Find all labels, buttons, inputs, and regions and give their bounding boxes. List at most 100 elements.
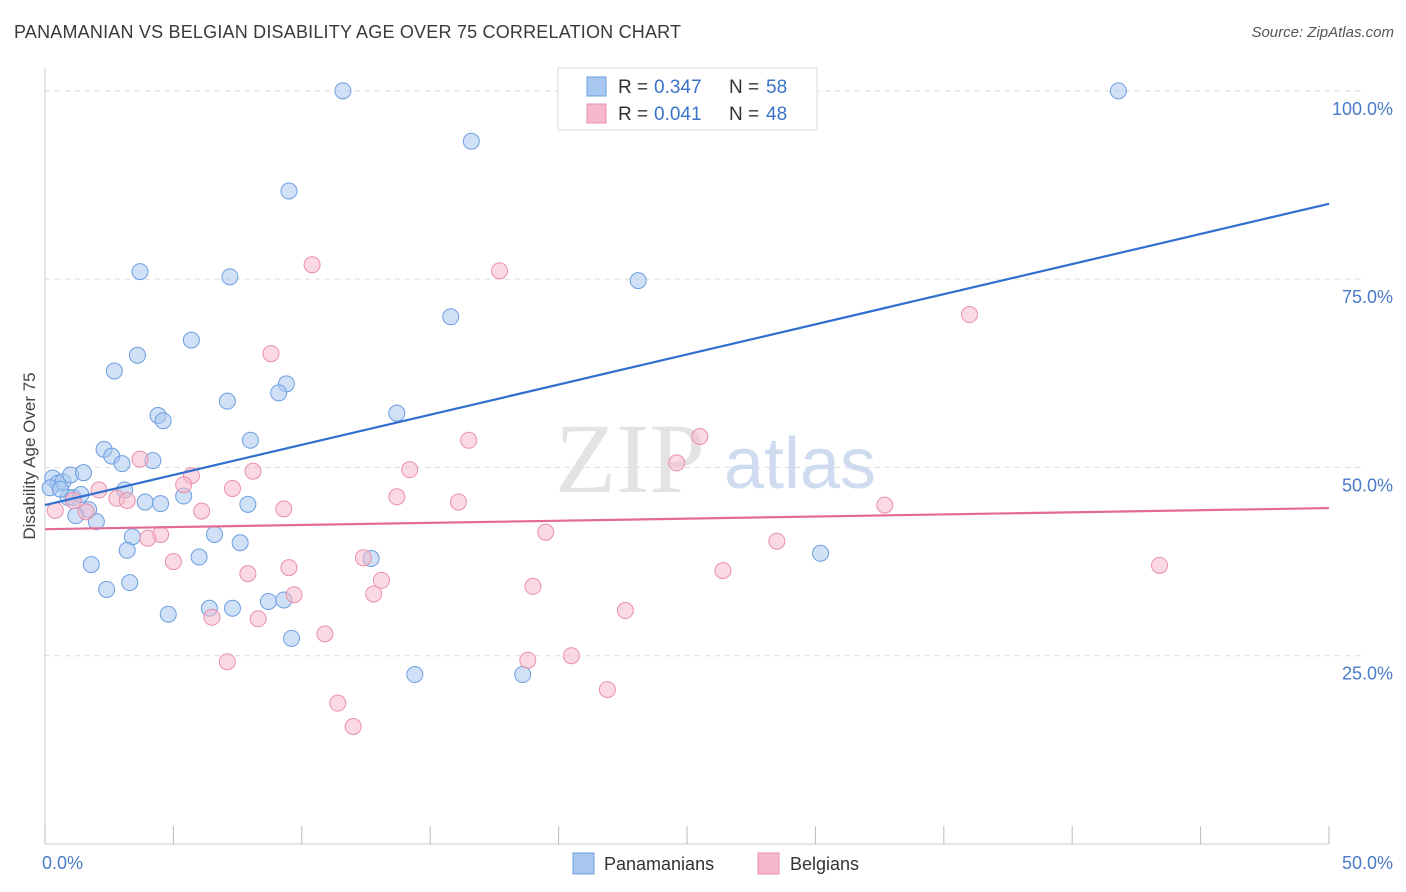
point-panamanians <box>280 182 298 200</box>
point-belgians <box>524 577 542 595</box>
point-belgians <box>768 532 786 550</box>
point-belgians <box>960 306 978 324</box>
point-panamanians <box>231 534 249 552</box>
point-panamanians <box>270 384 288 402</box>
y-tick-label: 75.0% <box>1342 287 1393 307</box>
point-belgians <box>249 610 267 628</box>
point-belgians <box>876 496 894 514</box>
point-belgians <box>388 488 406 506</box>
point-belgians <box>131 450 149 468</box>
tick-labels: 25.0% 50.0% 75.0% 100.0% 0.0% 50.0% <box>42 99 1393 873</box>
legend-swatch-panamanians <box>586 76 607 97</box>
y-axis-label: Disability Age Over 75 <box>20 372 39 539</box>
point-panamanians <box>812 544 830 562</box>
trend-lines <box>44 202 1330 531</box>
data-points <box>41 82 1169 736</box>
point-panamanians <box>182 331 200 349</box>
point-belgians <box>164 553 182 571</box>
point-panamanians <box>223 599 241 617</box>
watermark: ZIP atlas <box>555 403 876 514</box>
point-belgians <box>303 256 321 274</box>
series-legend-panamanians: Panamanians <box>604 854 714 874</box>
point-panamanians <box>259 592 277 610</box>
point-belgians <box>537 523 555 541</box>
series-legend-swatch-panamanians <box>572 852 595 875</box>
point-belgians <box>280 559 298 577</box>
legend-n-label-2: N = <box>729 104 759 125</box>
point-panamanians <box>82 556 100 574</box>
point-belgians <box>354 549 372 567</box>
point-panamanians <box>283 629 301 647</box>
point-belgians <box>275 500 293 518</box>
point-belgians <box>691 428 709 446</box>
point-panamanians <box>128 346 146 364</box>
legend-r-label-2: R = <box>618 104 648 125</box>
stats-legend: R = 0.347 N = 58 R = 0.041 N = 48 <box>557 67 818 131</box>
axes <box>44 68 1330 845</box>
point-belgians <box>668 454 686 472</box>
point-belgians <box>616 602 634 620</box>
point-panamanians <box>334 82 352 100</box>
point-belgians <box>218 653 236 671</box>
legend-swatch-belgians <box>586 103 607 124</box>
legend-r-value-2: 0.041 <box>654 104 702 125</box>
point-belgians <box>203 608 221 626</box>
point-belgians <box>329 694 347 712</box>
grid-lines <box>45 90 1366 657</box>
point-panamanians <box>1109 82 1127 100</box>
point-panamanians <box>221 268 239 286</box>
legend-n-value-2: 48 <box>766 104 787 125</box>
point-belgians <box>372 571 390 589</box>
point-belgians <box>714 562 732 580</box>
point-panamanians <box>239 495 257 513</box>
point-panamanians <box>75 464 93 482</box>
point-belgians <box>77 503 95 521</box>
source-credit: Source: ZipAtlas.com <box>1251 24 1394 41</box>
legend-r-value-1: 0.347 <box>654 77 702 98</box>
point-belgians <box>491 262 509 280</box>
point-panamanians <box>131 263 149 281</box>
point-belgians <box>175 476 193 494</box>
point-panamanians <box>388 404 406 422</box>
point-panamanians <box>462 132 480 150</box>
trend-line-panamanians <box>44 202 1330 507</box>
x-tick-label: 0.0% <box>42 853 83 873</box>
point-belgians <box>223 480 241 498</box>
y-tick-label: 25.0% <box>1342 664 1393 684</box>
point-belgians <box>244 462 262 480</box>
point-belgians <box>239 565 257 583</box>
point-panamanians <box>105 362 123 380</box>
point-panamanians <box>241 431 259 449</box>
legend-n-value-1: 58 <box>766 77 787 98</box>
point-panamanians <box>629 272 647 290</box>
y-tick-label: 100.0% <box>1332 99 1393 119</box>
point-panamanians <box>205 525 223 543</box>
point-belgians <box>285 586 303 604</box>
point-belgians <box>262 345 280 363</box>
point-belgians <box>365 585 383 603</box>
point-belgians <box>193 502 211 520</box>
y-tick-label: 50.0% <box>1342 475 1393 495</box>
point-panamanians <box>113 455 131 473</box>
point-belgians <box>519 651 537 669</box>
point-panamanians <box>406 666 424 684</box>
point-belgians <box>1151 556 1169 574</box>
point-panamanians <box>218 392 236 410</box>
point-panamanians <box>190 548 208 566</box>
point-panamanians <box>154 412 172 430</box>
point-panamanians <box>121 574 139 592</box>
series-legend-belgians: Belgians <box>790 854 859 874</box>
x-tick-label: 50.0% <box>1342 853 1393 873</box>
point-belgians <box>139 529 157 547</box>
point-panamanians <box>98 580 116 598</box>
point-panamanians <box>159 605 177 623</box>
point-panamanians <box>514 666 532 684</box>
point-belgians <box>460 431 478 449</box>
point-belgians <box>401 461 419 479</box>
point-belgians <box>344 718 362 736</box>
point-belgians <box>316 625 334 643</box>
watermark-atlas: atlas <box>724 424 876 504</box>
legend-r-label-1: R = <box>618 77 648 98</box>
point-belgians <box>562 647 580 665</box>
